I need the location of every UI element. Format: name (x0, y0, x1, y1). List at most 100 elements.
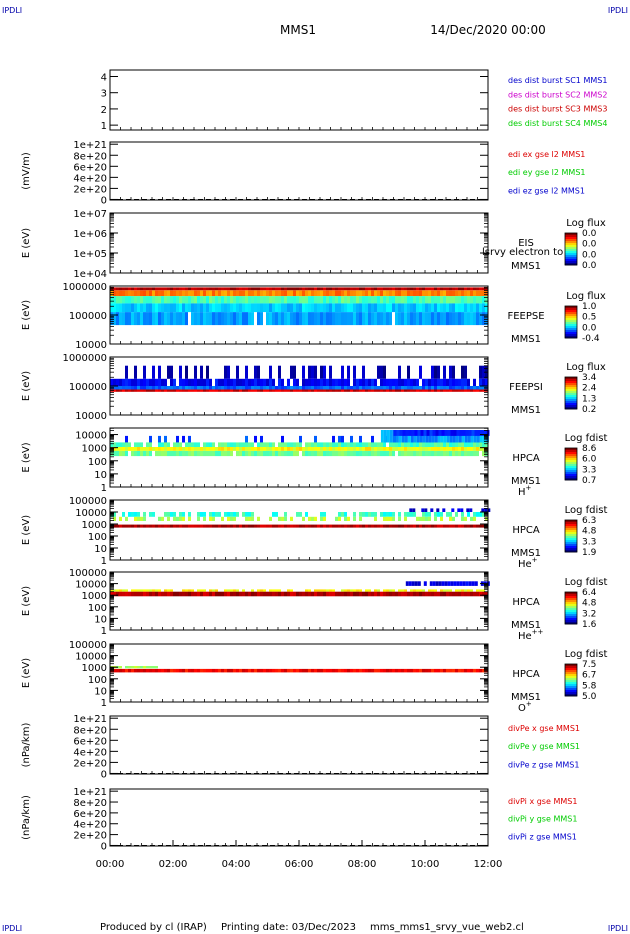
spectrogram-cell (320, 389, 323, 392)
colorbar-step (565, 241, 577, 244)
spectrogram-cell (407, 512, 410, 517)
colorbar-step (565, 237, 577, 240)
legend-entry: divPe y gse MMS1 (508, 742, 580, 751)
spectrogram-cell (332, 591, 335, 597)
spectrogram-cell (284, 516, 287, 521)
spectrogram-cell (155, 668, 158, 673)
spectrogram-cell (263, 447, 266, 451)
spectrogram-cell (227, 287, 230, 291)
y-tick-label: 10000 (75, 580, 107, 591)
spectrogram-cell (338, 442, 341, 447)
spectrogram-cell (218, 303, 221, 313)
spectrogram-cell (248, 389, 251, 392)
spectrogram-cell (188, 591, 191, 597)
spectrogram-cell (353, 591, 356, 597)
spectrogram-cell (275, 524, 278, 528)
spectrogram-cell (221, 450, 224, 457)
spectrogram-cell (482, 290, 485, 297)
spectrogram-cell (131, 447, 134, 451)
spectrogram-cell (194, 442, 197, 447)
spectrogram-cell (248, 287, 251, 291)
colorbar-step (565, 674, 577, 677)
spectrogram-cell (341, 386, 344, 390)
spectrogram-cell (410, 430, 414, 443)
spectrogram-cell (209, 524, 212, 528)
colorbar-step (565, 600, 577, 603)
spectrogram-cell (482, 312, 485, 326)
spectrogram-cell (380, 442, 383, 447)
spectrogram-cell (398, 447, 401, 451)
spectrogram-cell (452, 296, 455, 304)
spectrogram-cell (344, 290, 347, 297)
colorbar-step (565, 548, 577, 551)
spectrogram-cell (260, 378, 263, 387)
spectrogram-cell (389, 512, 392, 517)
spectrogram-cell (311, 591, 314, 597)
spectrogram-cell (389, 296, 392, 304)
spectrogram-cell (362, 389, 365, 392)
spacecraft-label: MMS1 (511, 620, 541, 631)
spectrogram-cell (308, 447, 311, 451)
spectrogram-cell (353, 296, 356, 304)
spectrogram-cell (455, 287, 458, 291)
colorbar-step (565, 243, 577, 246)
spectrogram-cell (365, 450, 368, 457)
spectrogram-cell (473, 296, 476, 304)
spectrogram-cell (422, 516, 425, 521)
spectrogram-cell (410, 303, 413, 313)
spectrogram-cell (344, 378, 347, 387)
spectrogram-cell (137, 386, 140, 390)
spectrogram-cell (326, 296, 329, 304)
spectrogram-cell (386, 430, 390, 443)
spectrogram-cell (116, 290, 119, 297)
spectrogram-cell (440, 378, 443, 387)
spectrogram-cell (425, 287, 428, 291)
spectrogram-cell (377, 589, 380, 592)
spectrogram-cell (341, 668, 344, 673)
spectrogram-cell (263, 287, 266, 291)
spectrogram-cell (296, 303, 299, 313)
spectrogram-cell (227, 389, 230, 392)
spectrogram-cell (146, 389, 149, 392)
spectrogram-cell (347, 447, 350, 451)
spectrogram-cell (197, 290, 200, 297)
spectrogram-cell (257, 447, 260, 451)
spectrogram-cell (122, 378, 125, 387)
spectrogram-cell (335, 389, 338, 392)
spectrogram-cell (401, 303, 404, 313)
spectrogram-cell (323, 287, 326, 291)
spectrogram-cell (407, 386, 410, 390)
spectrogram-cell (419, 389, 422, 392)
spectrogram-cell (407, 447, 410, 451)
spectrogram-cell (347, 287, 350, 291)
spectrogram-cell (125, 668, 128, 673)
spectrogram-cell (380, 450, 383, 457)
legend-entry: edi ex gse l2 MMS1 (508, 150, 585, 159)
spectrogram-cell (245, 524, 248, 528)
spectrogram-cell (263, 450, 266, 457)
legend-entry: divPi y gse MMS1 (508, 815, 577, 824)
spectrogram-cell (248, 450, 251, 457)
spectrogram-cell (305, 296, 308, 304)
colorbar-tick-label: 4.8 (582, 527, 597, 537)
spectrogram-cell (392, 668, 395, 673)
spectrogram-cell (398, 386, 401, 390)
spectrogram-cell (437, 296, 440, 304)
spectrogram-cell (230, 303, 233, 313)
spectrogram-cell (434, 516, 437, 521)
spectrogram-cell (176, 516, 179, 521)
spectrogram-cell (383, 365, 386, 379)
spectrogram-cell (197, 303, 200, 313)
spectrogram-cell (323, 303, 326, 313)
spectrogram-cell (143, 524, 146, 528)
spectrogram-cell (335, 442, 338, 447)
spectrogram-cell (332, 378, 335, 387)
spectrogram-cell (404, 389, 407, 392)
spectrogram-cell (311, 378, 314, 387)
spacecraft-label: MMS1 (511, 692, 541, 703)
spectrogram-cell (473, 287, 476, 291)
spectrogram-cell (422, 378, 425, 387)
spectrogram-cell (386, 591, 389, 597)
spectrogram-cell (299, 389, 302, 392)
